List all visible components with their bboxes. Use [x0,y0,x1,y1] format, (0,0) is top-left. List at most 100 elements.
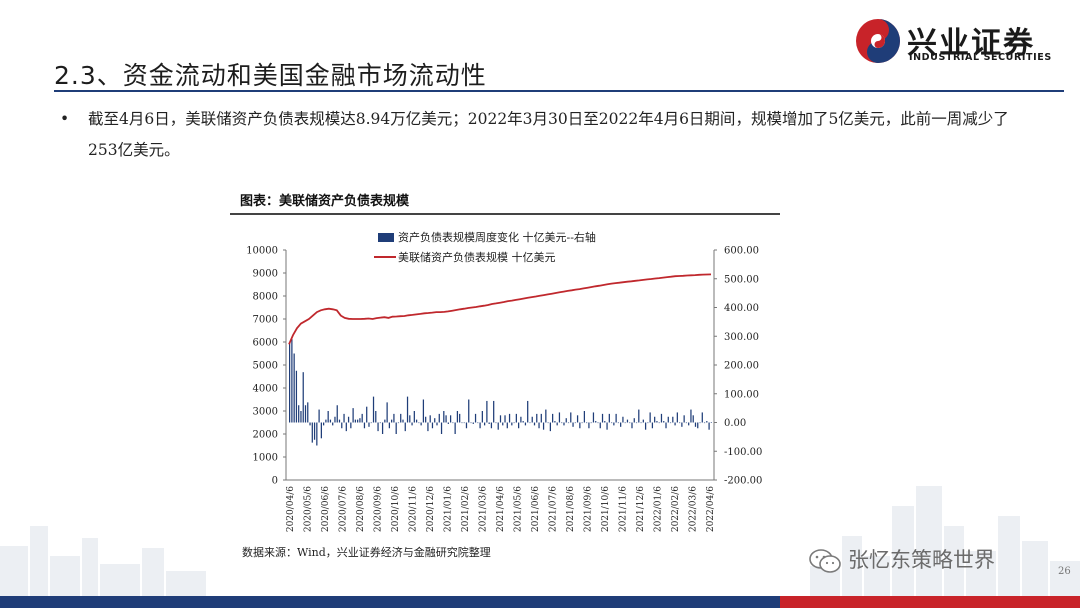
bar [663,421,665,423]
bar [669,422,672,424]
bar [368,422,370,427]
bar [440,422,443,434]
bar [527,400,529,423]
bar [635,422,638,424]
bar [323,422,325,426]
bar [524,422,527,426]
chart-caption-line [230,213,780,215]
bar [660,413,663,423]
watermark-text: 张忆东策略世界 [848,548,995,572]
bar [588,422,590,429]
bar [427,422,429,432]
bar [447,422,449,424]
bar [302,372,304,423]
chart-container: 图表：美联储资产负债表规模 0 1000 2000 3000 4000 5000 6000 7… [230,186,780,576]
bar [411,422,413,426]
right-axis-tick-label: 400.00 [724,303,759,314]
chart-source: 数据来源：Wind，兴业证券经济与金融研究院整理 [242,546,491,559]
bar [420,422,422,426]
logo-name-en: INDUSTRIAL SECURITIES [909,52,1052,63]
left-axis-tick-label: 2000 [253,430,278,441]
bar [570,412,572,423]
bar [304,405,307,423]
bar [610,422,613,424]
bar [350,422,352,429]
left-axis-tick-label: 3000 [253,407,278,418]
left-axis-tick-label: 5000 [253,361,278,372]
bar [384,419,386,423]
bar [508,413,511,423]
bar [638,409,640,423]
bar [429,415,431,423]
bar [409,415,411,423]
bar [375,411,377,423]
left-axis-tick-label: 9000 [253,269,278,280]
x-axis-tick-label: 2021/08/6 [566,486,576,532]
bar [391,419,393,423]
bar [436,422,438,426]
footer-bar-accent [780,596,1080,608]
bar [681,422,683,427]
bar [325,419,327,423]
bar [608,413,610,423]
x-axis-tick-label: 2021/11/6 [619,486,629,532]
bar [395,422,397,434]
bar [454,422,456,434]
wechat-icon [809,549,841,573]
left-axis-tick-label: 0 [272,476,278,487]
x-axis-tick-label: 2020/07/6 [339,486,349,532]
bar [406,396,409,423]
balance-sheet-chart: 0 1000 2000 3000 4000 5000 6000 7000 8000 9000 100… [246,230,762,532]
bar [590,422,592,424]
bar [667,416,669,423]
x-axis-tick-label: 2021/01/6 [444,486,454,532]
bar [300,411,302,423]
x-axis-tick-label: 2020/05/6 [304,486,314,532]
bar [561,422,563,424]
bar [461,422,463,424]
bar [316,422,318,446]
right-axis-tick-label: 300.00 [724,332,759,343]
bar [520,416,522,423]
x-axis-tick-label: 2022/02/6 [671,486,681,532]
x-axis-tick-label: 2021/09/6 [584,486,594,532]
x-axis-tick-label: 2022/01/6 [654,486,664,532]
left-axis-tick-label: 6000 [253,338,278,349]
bar [629,422,631,424]
bar [540,413,542,423]
right-axis-tick-label: 100.00 [724,389,759,400]
bar [488,422,490,424]
bar [425,416,427,423]
balance-sheet-line [288,273,712,345]
bar [418,422,420,424]
bar [592,412,595,423]
bar [497,422,499,430]
legend-label-line: 美联储资产负债表规模 十亿美元 [398,250,556,264]
bar [624,422,626,424]
bar [617,422,620,424]
bar [415,419,418,423]
bar [597,422,599,424]
bar [298,405,300,423]
bar [579,422,581,429]
bar [626,419,629,423]
bar [576,415,579,423]
bar [545,409,547,423]
x-axis-tick-label: 2021/02/6 [461,486,471,532]
legend-label-bar: 资产负债表规模周度变化 十亿美元--右轴 [398,230,596,244]
page-number: 26 [1058,566,1071,577]
bullet-dot: • [60,110,70,128]
bar [572,422,574,427]
bar [307,402,309,423]
bar [658,422,660,424]
bar [678,422,681,424]
right-axis-tick-label: 500.00 [724,274,759,285]
bar [289,342,291,423]
bar [438,413,440,423]
bar [474,413,477,423]
logo-emblem-icon [856,19,900,63]
bar [538,422,540,429]
bar [504,415,506,423]
bar [574,422,576,424]
x-axis-tick-label: 2021/06/6 [531,486,541,532]
